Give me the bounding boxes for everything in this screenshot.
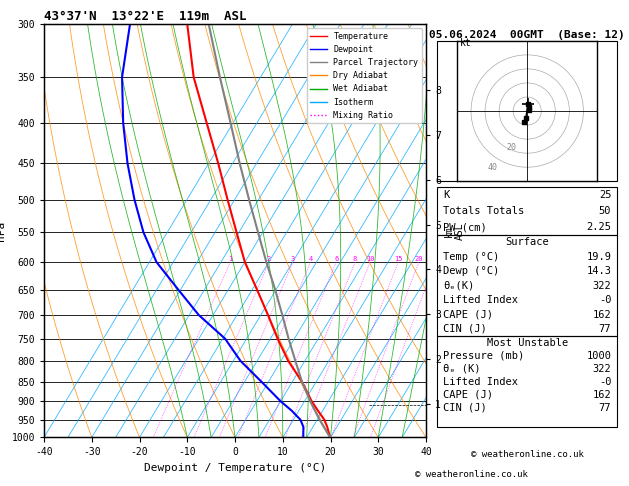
Text: Temp (°C): Temp (°C)	[443, 252, 499, 261]
Text: Lifted Index: Lifted Index	[443, 295, 518, 305]
Text: 162: 162	[593, 390, 611, 399]
Text: CIN (J): CIN (J)	[443, 402, 487, 413]
Text: 20: 20	[415, 256, 423, 262]
Text: θₑ (K): θₑ (K)	[443, 364, 481, 374]
Text: © weatheronline.co.uk: © weatheronline.co.uk	[470, 450, 584, 459]
Text: K: K	[443, 191, 450, 200]
Text: CIN (J): CIN (J)	[443, 324, 487, 334]
Text: 43°37'N  13°22'E  119m  ASL: 43°37'N 13°22'E 119m ASL	[44, 10, 247, 23]
Text: 50: 50	[599, 206, 611, 216]
Text: © weatheronline.co.uk: © weatheronline.co.uk	[415, 469, 528, 479]
Text: PW (cm): PW (cm)	[443, 222, 487, 232]
Text: 3: 3	[291, 256, 295, 262]
Text: 15: 15	[394, 256, 403, 262]
Text: Most Unstable: Most Unstable	[487, 338, 568, 347]
Text: 2.25: 2.25	[586, 222, 611, 232]
Text: -0: -0	[599, 377, 611, 387]
Text: 77: 77	[599, 324, 611, 334]
Text: 14.3: 14.3	[586, 266, 611, 276]
Legend: Temperature, Dewpoint, Parcel Trajectory, Dry Adiabat, Wet Adiabat, Isotherm, Mi: Temperature, Dewpoint, Parcel Trajectory…	[307, 29, 422, 123]
Text: 77: 77	[599, 402, 611, 413]
X-axis label: Dewpoint / Temperature (°C): Dewpoint / Temperature (°C)	[144, 463, 326, 473]
Text: 162: 162	[593, 310, 611, 319]
Text: Lifted Index: Lifted Index	[443, 377, 518, 387]
Text: 6: 6	[334, 256, 338, 262]
Text: θₑ(K): θₑ(K)	[443, 280, 474, 291]
Text: Pressure (mb): Pressure (mb)	[443, 351, 525, 361]
Text: 10: 10	[366, 256, 374, 262]
Text: -0: -0	[599, 295, 611, 305]
Text: Surface: Surface	[505, 237, 549, 247]
Text: 4: 4	[308, 256, 313, 262]
Text: 322: 322	[593, 364, 611, 374]
Text: 1000: 1000	[586, 351, 611, 361]
Text: 1: 1	[228, 256, 232, 262]
Y-axis label: km
ASL: km ASL	[443, 222, 465, 240]
Y-axis label: hPa: hPa	[0, 221, 6, 241]
Text: 25: 25	[599, 191, 611, 200]
Text: Dewp (°C): Dewp (°C)	[443, 266, 499, 276]
Text: 2: 2	[267, 256, 271, 262]
Text: CAPE (J): CAPE (J)	[443, 310, 493, 319]
Text: 322: 322	[593, 280, 611, 291]
Text: 8: 8	[353, 256, 357, 262]
Text: Totals Totals: Totals Totals	[443, 206, 525, 216]
Text: 19.9: 19.9	[586, 252, 611, 261]
Text: CAPE (J): CAPE (J)	[443, 390, 493, 399]
Text: 05.06.2024  00GMT  (Base: 12): 05.06.2024 00GMT (Base: 12)	[430, 31, 625, 40]
